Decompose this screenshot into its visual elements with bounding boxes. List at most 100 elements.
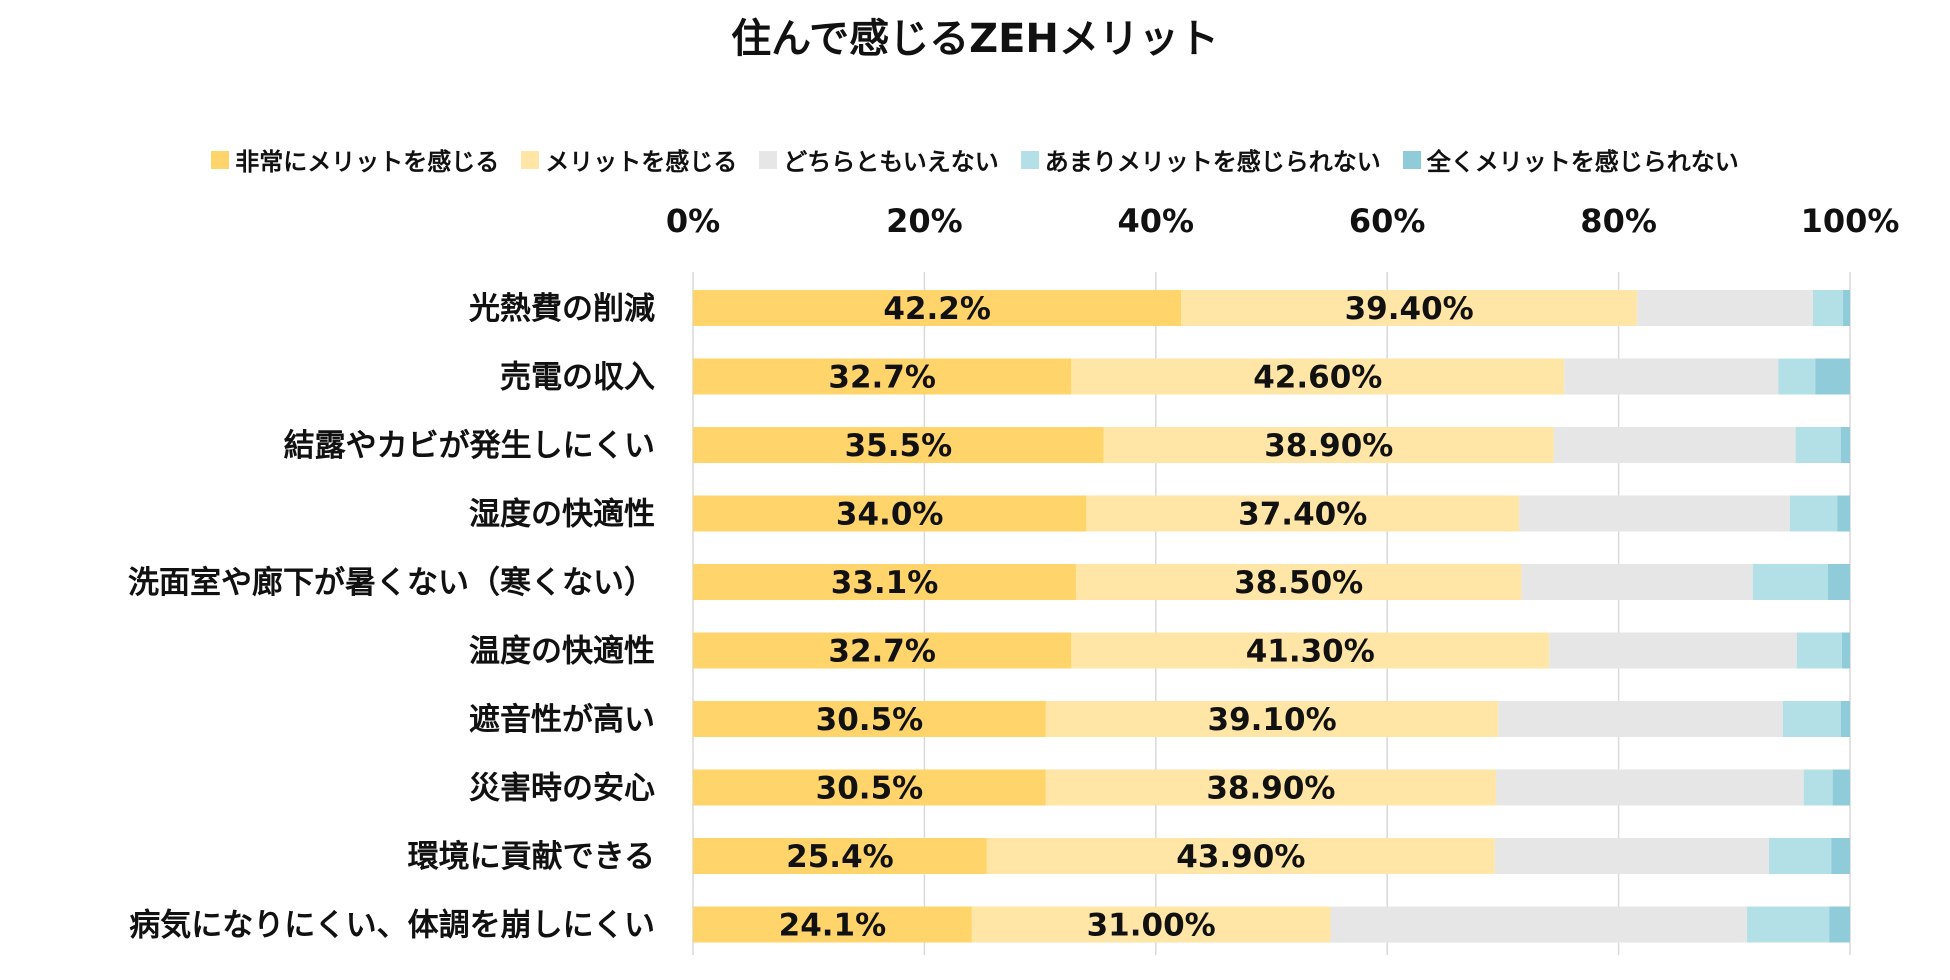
- legend-swatch: [759, 150, 778, 169]
- bar-segment: [693, 358, 1072, 395]
- bar-segment: [1782, 701, 1841, 737]
- data-label: 35.5%: [845, 428, 953, 464]
- legend-item: あまりメリットを感じられない: [1020, 142, 1381, 177]
- data-label: 30.5%: [816, 702, 924, 738]
- legend-swatch: [1020, 150, 1039, 169]
- category-label: 結露やカビが発生しにくい: [284, 428, 655, 464]
- legend-swatch: [211, 150, 230, 169]
- legend-label: どちらともいえない: [783, 148, 999, 176]
- bar-segment: [693, 838, 987, 874]
- legend-swatch: [1402, 150, 1421, 169]
- data-label: 38.50%: [1234, 565, 1363, 601]
- bar-segment: [693, 290, 1182, 326]
- bar-segment: [1812, 290, 1844, 326]
- data-label: 39.40%: [1345, 291, 1474, 327]
- bar-segment: [986, 838, 1495, 874]
- legend-label: 全くメリットを感じられない: [1426, 148, 1739, 176]
- bar-segment: [1795, 427, 1841, 463]
- bar-segment: [1829, 906, 1850, 943]
- bar-segment: [693, 701, 1046, 737]
- bar-segment: [693, 769, 1046, 806]
- category-label: 病気になりにくい、体調を崩しにくい: [129, 908, 655, 944]
- bar-segment: [1495, 769, 1804, 806]
- chart-title: 住んで感じるZEHメリット: [731, 16, 1219, 62]
- bar-segment: [1103, 427, 1554, 463]
- data-label: 25.4%: [786, 839, 894, 875]
- bar-segment: [1778, 358, 1816, 395]
- legend-item: 全くメリットを感じられない: [1402, 142, 1739, 177]
- category-label: 光熱費の削減: [469, 291, 655, 327]
- bar-segment: [1747, 906, 1830, 943]
- bar-segment: [1843, 290, 1850, 326]
- bar-segment: [1832, 769, 1850, 806]
- legend-item: メリットを感じる: [521, 142, 737, 177]
- data-label: 24.1%: [779, 908, 887, 944]
- legend-label: あまりメリットを感じられない: [1044, 148, 1381, 176]
- bar-segment: [1837, 495, 1850, 532]
- data-label: 38.90%: [1264, 428, 1393, 464]
- bar-segment: [1841, 632, 1850, 669]
- data-label: 33.1%: [831, 565, 939, 601]
- category-label: 売電の収入: [500, 360, 655, 396]
- legend-item: どちらともいえない: [759, 142, 999, 177]
- bar-segment: [1840, 427, 1850, 463]
- bar-segment: [1789, 495, 1838, 532]
- bar-segment: [1831, 838, 1850, 874]
- bar-segment: [1828, 564, 1850, 600]
- bar-segment: [1181, 290, 1638, 326]
- bar-segment: [693, 564, 1076, 600]
- bar-segment: [1498, 701, 1783, 737]
- bar-segment: [1330, 906, 1748, 943]
- legend-label: 非常にメリットを感じる: [235, 148, 500, 176]
- x-tick-label: 40%: [1118, 202, 1195, 240]
- bar-segment: [1564, 358, 1779, 395]
- category-label: 湿度の快適性: [469, 497, 655, 533]
- x-tick-label: 60%: [1349, 202, 1426, 240]
- data-label: 32.7%: [828, 360, 936, 396]
- bar-segment: [1045, 701, 1499, 737]
- x-tick-label: 20%: [886, 202, 963, 240]
- data-label: 32.7%: [828, 634, 936, 670]
- bar-segment: [693, 632, 1072, 669]
- data-label: 31.00%: [1087, 908, 1216, 944]
- bar-segment: [1796, 632, 1842, 669]
- bar-segment: [1071, 358, 1565, 395]
- bar-segment: [1549, 632, 1797, 669]
- bar-segment: [1071, 632, 1550, 669]
- data-label: 43.90%: [1176, 839, 1305, 875]
- bar-segment: [1752, 564, 1829, 600]
- x-tick-label: 80%: [1580, 202, 1657, 240]
- bar-segment: [693, 906, 972, 943]
- legend-swatch: [521, 150, 540, 169]
- bar-segment: [1769, 838, 1832, 874]
- data-label: 42.60%: [1253, 360, 1382, 396]
- bar-segment: [1075, 564, 1522, 600]
- category-label: 環境に貢献できる: [408, 839, 655, 875]
- category-label: 洗面室や廊下が暑くない（寒くない）: [128, 565, 655, 601]
- category-label: 災害時の安心: [469, 771, 655, 807]
- bar-segment: [1519, 495, 1790, 532]
- bar-segment: [1803, 769, 1833, 806]
- bar-segment: [693, 495, 1087, 532]
- x-tick-label: 0%: [666, 202, 720, 240]
- legend-label: メリットを感じる: [545, 148, 738, 176]
- bar-segment: [1494, 838, 1770, 874]
- bar-segment: [1553, 427, 1796, 463]
- bar-segment: [693, 427, 1104, 463]
- data-label: 41.30%: [1246, 634, 1375, 670]
- data-label: 42.2%: [883, 291, 991, 327]
- category-label: 温度の快適性: [469, 634, 655, 670]
- x-tick-label: 100%: [1801, 202, 1900, 240]
- bar-segment: [971, 906, 1331, 943]
- bar-segment: [1521, 564, 1753, 600]
- bar-segment: [1637, 290, 1813, 326]
- data-label: 39.10%: [1208, 702, 1337, 738]
- bar-segment: [1840, 701, 1850, 737]
- data-label: 38.90%: [1206, 771, 1335, 807]
- legend-item: 非常にメリットを感じる: [211, 142, 499, 177]
- category-label: 遮音性が高い: [469, 702, 655, 738]
- data-label: 34.0%: [836, 497, 944, 533]
- chart-legend: 非常にメリットを感じる メリットを感じる どちらともいえない あまりメリットを感じられ…: [0, 142, 1950, 177]
- data-label: 30.5%: [816, 771, 924, 807]
